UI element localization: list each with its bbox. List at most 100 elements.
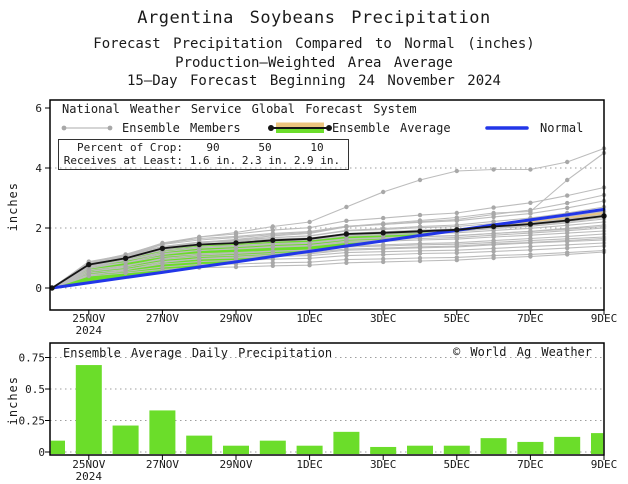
ensemble-member-dot [344, 218, 349, 223]
ensemble-member-dot [233, 244, 239, 249]
crop-amount-10: 2.9 in. [293, 154, 341, 167]
ensemble-member-dot [344, 257, 349, 262]
ensemble-member-line [51, 186, 605, 289]
crop-percent-row-label: Percent of Crop: [77, 141, 183, 154]
ensemble-average-dot [196, 241, 202, 248]
ensemble-member-line [51, 230, 605, 289]
ensemble-member-dot [491, 210, 496, 216]
ensemble-member-dot [307, 230, 312, 235]
ensemble-member-line [51, 224, 605, 289]
ensemble-member-dot [528, 252, 533, 257]
copyright-watermark: © World Ag Weather [452, 345, 592, 359]
crop-percent-row: Percent of Crop: 90 50 10 [59, 141, 348, 154]
ensemble-member-dot [454, 168, 459, 174]
daily-precip-bar [480, 438, 507, 454]
ensemble-average-dot [306, 236, 313, 242]
ensemble-member-dot [123, 264, 128, 269]
ensemble-average-dot [564, 217, 570, 224]
daily-precip-bar [186, 435, 213, 454]
x-tick-label: 29NOV [219, 312, 252, 325]
ensemble-member-dot [565, 177, 570, 183]
ensemble-member-dot [381, 256, 386, 262]
ensemble-member-dot [197, 252, 202, 258]
ensemble-member-dot [344, 237, 349, 242]
ensemble-member-dot [270, 260, 275, 265]
x-tick-label: 5DEC [444, 458, 471, 471]
x-tick-label: 1DEC [296, 458, 323, 471]
daily-precip-bar [50, 440, 65, 454]
ensemble-member-dot [270, 227, 275, 233]
daily-precip-bar [149, 410, 176, 454]
ensemble-member-dot [417, 177, 423, 183]
ensemble-average-dot [122, 255, 129, 261]
ensemble-member-dot [454, 240, 459, 245]
top-chart-y-axis-label: inches [6, 182, 20, 232]
ensemble-average-dot [270, 237, 276, 243]
legend-band-orange-swatch [276, 122, 324, 128]
ensemble-member-dot [565, 242, 570, 247]
ensemble-member-dot [528, 209, 533, 214]
ensemble-member-dot [270, 224, 275, 229]
ensemble-member-line [51, 249, 605, 289]
x-tick-label: 27NOV [146, 458, 179, 471]
y-tick-label: 6 [35, 102, 42, 115]
ensemble-member-dot [454, 248, 459, 253]
ensemble-member-dot [565, 200, 570, 206]
daily-precip-bar [591, 433, 604, 454]
daily-precip-bar [443, 445, 470, 454]
chart-legend-glyphs [61, 122, 529, 133]
ensemble-member-dot [307, 219, 312, 225]
ensemble-member-line [51, 239, 605, 289]
cumulative-precip-chart: 0 2 4 6 25NOV 27NOV 29NOV 1DEC 3DEC 5DEC 7DEC 9DEC 2… [35, 99, 617, 337]
crop-amount-50: 2.3 in. [241, 154, 289, 167]
crop-percentile-box: Percent of Crop: 90 50 10 Receives at Le… [58, 139, 349, 170]
x-tick-label: 9DEC [591, 458, 618, 471]
ensemble-member-dot [160, 242, 165, 247]
normal-line [50, 207, 606, 290]
subtitle-area-average: Production–Weighted Area Average [175, 55, 453, 71]
ensemble-member-dot [197, 237, 202, 243]
daily-precip-bar [259, 440, 286, 454]
ensemble-member-dot [381, 226, 386, 231]
subtitle-comparison: Forecast Precipitation Compared to Norma… [93, 36, 535, 52]
ensemble-member-dot [417, 255, 423, 261]
ensemble-member-dot [307, 225, 312, 230]
y-tick-label: 0.25 [19, 415, 46, 428]
ensemble-member-dot [491, 246, 496, 251]
main-title: Argentina Soybeans Precipitation [137, 8, 491, 28]
bottom-chart-title: Ensemble Average Daily Precipitation [63, 346, 333, 360]
ensemble-members-dot-icon [61, 125, 67, 131]
ensemble-member-dot [491, 238, 496, 243]
daily-precip-bar [296, 445, 323, 454]
ensemble-average-dot [380, 230, 386, 236]
y-tick-label: 4 [35, 162, 42, 175]
ensemble-member-dot [344, 260, 349, 265]
daily-precip-bar [112, 425, 139, 454]
ensemble-member-dot [565, 193, 570, 198]
subtitle-forecast-period: 15–Day Forecast Beginning 24 November 20… [126, 73, 501, 89]
bottom-chart-frame [49, 342, 605, 456]
ensemble-member-line [51, 147, 605, 289]
ensemble-member-dot [381, 221, 386, 226]
ensemble-member-dot [344, 204, 349, 210]
ensemble-member-dot [307, 241, 312, 246]
ensemble-average-line [51, 215, 605, 289]
daily-precip-bar [554, 436, 581, 454]
ensemble-member-dot [454, 222, 459, 228]
x-tick-label: 25NOV [72, 458, 105, 471]
x-tick-label: 5DEC [444, 312, 471, 325]
crop-percent-90: 90 [206, 141, 220, 154]
ensemble-average-dot [233, 240, 239, 246]
daily-precip-bar [75, 365, 102, 454]
x-tick-label: 7DEC [517, 458, 544, 471]
crop-amount-row: Receives at Least: 1.6 in. 2.3 in. 2.9 i… [59, 154, 348, 167]
ensemble-member-dot [123, 267, 128, 273]
daily-precip-bar [223, 445, 249, 454]
x-tick-label: 1DEC [296, 312, 323, 325]
legend-ensemble-members-label: Ensemble Members [122, 121, 241, 135]
ensemble-member-dot [233, 230, 239, 235]
ensemble-member-dot [344, 224, 349, 229]
legend-normal-label: Normal [540, 121, 584, 135]
